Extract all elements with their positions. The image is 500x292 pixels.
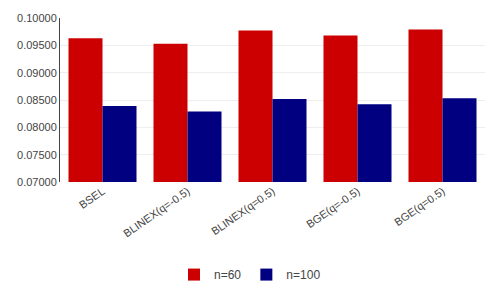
svg-text:0.09500: 0.09500 xyxy=(17,39,57,51)
svg-text:BGE(q=0.5): BGE(q=0.5) xyxy=(392,185,447,228)
svg-text:BGE(q=-0.5): BGE(q=-0.5) xyxy=(304,185,362,230)
svg-text:0.07500: 0.07500 xyxy=(17,149,57,161)
svg-text:BLINEX(q=-0.5): BLINEX(q=-0.5) xyxy=(121,185,192,240)
svg-text:0.08500: 0.08500 xyxy=(17,94,57,106)
svg-text:0.10000: 0.10000 xyxy=(17,12,57,24)
svg-text:n=60: n=60 xyxy=(214,268,241,282)
svg-text:BSEL: BSEL xyxy=(77,185,107,211)
svg-text:n=100: n=100 xyxy=(286,268,320,282)
svg-text:BLINEX(q=0.5): BLINEX(q=0.5) xyxy=(209,185,277,237)
svg-text:0.07000: 0.07000 xyxy=(17,176,57,188)
svg-text:0.08000: 0.08000 xyxy=(17,121,57,133)
svg-text:0.09000: 0.09000 xyxy=(17,67,57,79)
